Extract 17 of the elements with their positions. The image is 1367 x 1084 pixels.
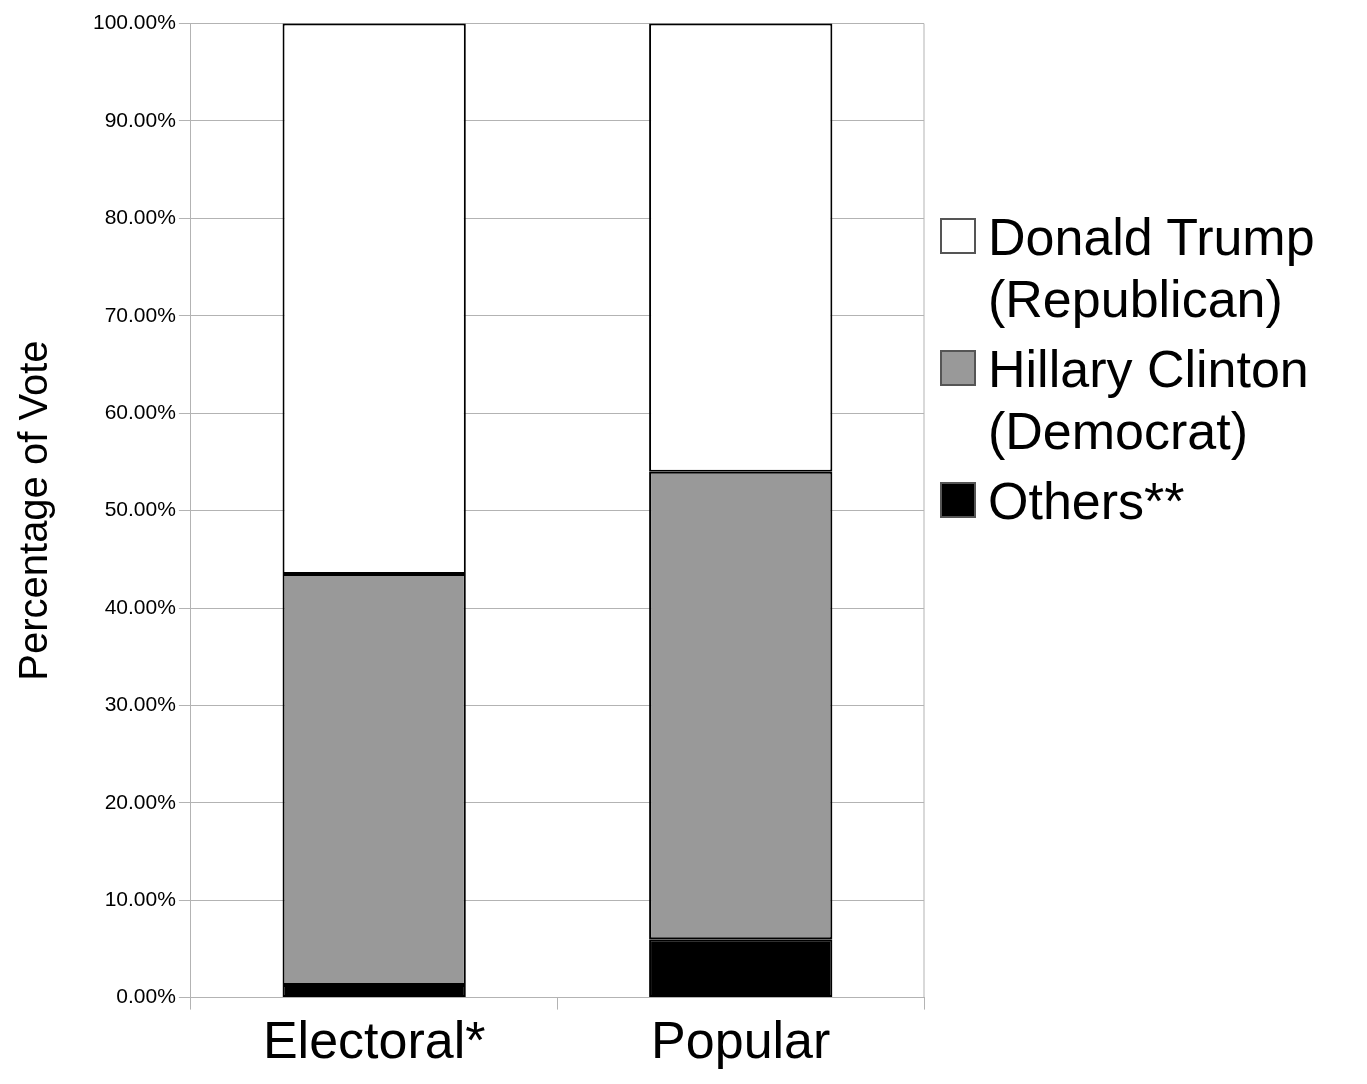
y-tick-label: 10.00% [104, 887, 176, 910]
text: Donald Trump (Republican) [988, 207, 1316, 330]
y-tick-label: 100.00% [93, 10, 176, 34]
y-tick-label: 50.00% [104, 497, 176, 521]
y-tick-label: 20.00% [104, 789, 176, 813]
legend-label: Hillary Clinton (Democrat) [988, 339, 1310, 462]
y-tick-label: 60.00% [104, 400, 176, 423]
y-tick-label: 90.00% [104, 107, 176, 131]
legend-label: Others** [988, 471, 1185, 532]
y-tick-label: 80.00% [104, 205, 176, 229]
y-tick-label: 40.00% [104, 594, 176, 618]
y-tick-label: 0.00% [116, 984, 176, 1008]
y-tick-label: 70.00% [104, 302, 176, 326]
y-axis-title: Percentage of Vote [11, 340, 56, 681]
x-tick-label: Popular [651, 1011, 831, 1070]
x-tick-label: Electoral* [262, 1011, 486, 1070]
y-tick-label: 30.00% [104, 692, 176, 716]
